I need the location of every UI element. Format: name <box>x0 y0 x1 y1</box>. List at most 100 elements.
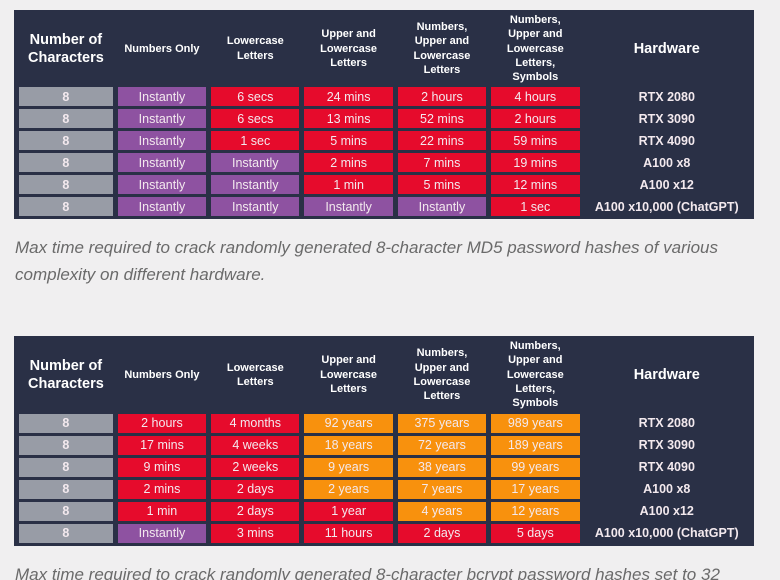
time-cell: Instantly <box>117 523 207 543</box>
table-row: 8 Instantly Instantly 2 mins 7 mins 19 mins A1… <box>19 153 749 173</box>
time-cell: Instantly <box>117 131 207 151</box>
char-count-cell: 8 <box>19 153 113 173</box>
time-cell: 2 mins <box>117 479 207 499</box>
time-cell: 12 mins <box>491 175 580 195</box>
time-cell: 11 hours <box>304 523 393 543</box>
time-cell: 1 sec <box>491 197 580 217</box>
time-cell: 92 years <box>304 413 393 433</box>
char-count-cell: 8 <box>19 435 113 455</box>
column-header: Lowercase Letters <box>226 35 284 62</box>
hardware-cell: RTX 4090 <box>638 133 695 148</box>
hardware-cell: RTX 3090 <box>638 438 695 453</box>
time-cell: 59 mins <box>491 131 580 151</box>
time-cell: 1 min <box>304 175 393 195</box>
time-cell: 2 days <box>397 523 487 543</box>
column-header: Numbers Only <box>124 368 200 381</box>
time-cell: 12 years <box>491 501 580 521</box>
char-count-cell: 8 <box>19 109 113 129</box>
column-header: Number of Characters <box>28 31 104 66</box>
bcrypt-table-caption: Max time required to crack randomly gene… <box>15 564 720 580</box>
hardware-cell: RTX 4090 <box>638 460 695 475</box>
time-cell: 22 mins <box>397 131 487 151</box>
md5-table-caption: Max time required to crack randomly gene… <box>15 238 718 284</box>
hardware-cell: A100 x10,000 (ChatGPT) <box>594 526 739 541</box>
md5-table-section: Number of Characters Numbers Only Lowercas… <box>14 10 768 288</box>
char-count-cell: 8 <box>19 501 113 521</box>
hardware-cell: A100 x10,000 (ChatGPT) <box>594 199 739 214</box>
time-cell: 17 mins <box>117 435 207 455</box>
hardware-cell: A100 x8 <box>643 482 691 497</box>
time-cell: 2 weeks <box>211 457 300 477</box>
time-cell: 19 mins <box>491 153 580 173</box>
time-cell: 989 years <box>491 413 580 433</box>
hardware-cell: RTX 3090 <box>638 111 695 126</box>
time-cell: Instantly <box>117 197 207 217</box>
time-cell: 7 years <box>397 479 487 499</box>
column-header: Lowercase Letters <box>226 361 284 388</box>
time-cell: 9 years <box>304 457 393 477</box>
md5-crack-time-table: Number of Characters Numbers Only Lowercas… <box>14 10 754 220</box>
time-cell: 2 mins <box>304 153 393 173</box>
time-cell: 9 mins <box>117 457 207 477</box>
time-cell: Instantly <box>117 175 207 195</box>
time-cell: Instantly <box>211 153 300 173</box>
column-header: Number of Characters <box>28 357 104 392</box>
bcrypt-crack-time-table: Number of Characters Numbers Only Lowercas… <box>14 336 754 546</box>
time-cell: 3 mins <box>211 523 300 543</box>
column-header: Hardware <box>633 366 700 383</box>
table-row: 8 Instantly Instantly 1 min 5 mins 12 mins A10… <box>19 175 749 195</box>
table-row: 8 17 mins 4 weeks 18 years 72 years 189 years… <box>19 435 749 455</box>
time-cell: 7 mins <box>397 153 487 173</box>
time-cell: 18 years <box>304 435 393 455</box>
time-cell: Instantly <box>211 175 300 195</box>
time-cell: Instantly <box>117 87 207 107</box>
time-cell: 72 years <box>397 435 487 455</box>
time-cell: 5 mins <box>397 175 487 195</box>
time-cell: Instantly <box>397 197 487 217</box>
time-cell: 1 year <box>304 501 393 521</box>
time-cell: 1 min <box>117 501 207 521</box>
time-cell: 375 years <box>397 413 487 433</box>
hardware-cell: A100 x8 <box>643 155 691 170</box>
time-cell: 2 hours <box>491 109 580 129</box>
char-count-cell: 8 <box>19 175 113 195</box>
hardware-cell: RTX 2080 <box>638 89 695 104</box>
table-row: 8 Instantly Instantly Instantly Instantly 1 s… <box>19 197 749 217</box>
column-header: Numbers, Upper and Lowercase Letters <box>413 347 471 403</box>
char-count-cell: 8 <box>19 523 113 543</box>
char-count-cell: 8 <box>19 479 113 499</box>
bcrypt-table-section: Number of Characters Numbers Only Lowercas… <box>14 336 768 580</box>
char-count-cell: 8 <box>19 87 113 107</box>
time-cell: 13 mins <box>304 109 393 129</box>
char-count-cell: 8 <box>19 413 113 433</box>
time-cell: 2 days <box>211 479 300 499</box>
time-cell: 1 sec <box>211 131 300 151</box>
time-cell: 17 years <box>491 479 580 499</box>
hardware-cell: A100 x12 <box>639 504 694 519</box>
column-header: Upper and Lowercase Letters <box>320 28 378 69</box>
time-cell: 5 mins <box>304 131 393 151</box>
time-cell: 99 years <box>491 457 580 477</box>
table-row: 8 Instantly 6 secs 13 mins 52 mins 2 hours RTX… <box>19 109 749 129</box>
time-cell: Instantly <box>117 109 207 129</box>
char-count-cell: 8 <box>19 457 113 477</box>
table-row: 8 Instantly 1 sec 5 mins 22 mins 59 mins RTX 4… <box>19 131 749 151</box>
time-cell: 4 hours <box>491 87 580 107</box>
time-cell: 2 days <box>211 501 300 521</box>
time-cell: 52 mins <box>397 109 487 129</box>
column-header: Numbers, Upper and Lowercase Letters, Sy… <box>506 14 564 84</box>
time-cell: 4 weeks <box>211 435 300 455</box>
table-row: 8 Instantly 6 secs 24 mins 2 hours 4 hours RTX… <box>19 87 749 107</box>
time-cell: 5 days <box>491 523 580 543</box>
time-cell: 2 years <box>304 479 393 499</box>
time-cell: 24 mins <box>304 87 393 107</box>
time-cell: 6 secs <box>211 109 300 129</box>
char-count-cell: 8 <box>19 197 113 217</box>
char-count-cell: 8 <box>19 131 113 151</box>
header-row: Number of Characters Numbers Only Lowercas… <box>19 13 749 84</box>
column-header: Numbers Only <box>124 42 200 55</box>
hardware-cell: A100 x12 <box>639 177 694 192</box>
